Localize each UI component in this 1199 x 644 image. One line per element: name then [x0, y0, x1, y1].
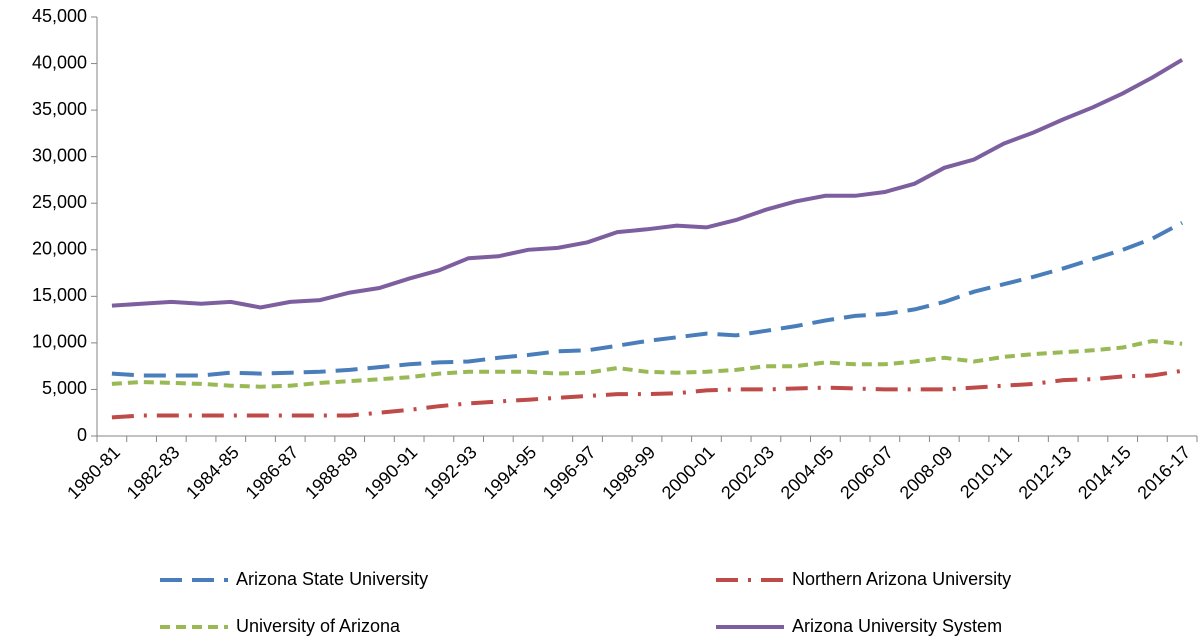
y-tick-label: 40,000	[32, 52, 87, 72]
y-tick-label: 5,000	[42, 378, 87, 398]
y-tick-label: 15,000	[32, 285, 87, 305]
x-tick-label: 2008-09	[896, 442, 957, 503]
x-tick-label: 2004-05	[777, 442, 838, 503]
x-tick-label: 1982-83	[123, 442, 184, 503]
x-tick-label: 2010-11	[956, 442, 1016, 502]
x-tick-label: 1984-85	[182, 442, 243, 503]
x-tick-label: 2012-13	[1015, 442, 1076, 503]
legend-label: Arizona State University	[236, 569, 428, 589]
legend-label: University of Arizona	[236, 616, 401, 636]
x-tick-label: 2000-01	[658, 442, 719, 503]
x-tick-label: 2014-15	[1074, 442, 1135, 503]
y-tick-label: 20,000	[32, 239, 87, 259]
x-tick-label: 1998-99	[598, 442, 659, 503]
y-tick-label: 10,000	[32, 332, 87, 352]
x-tick-label: 2006-07	[836, 442, 897, 503]
x-tick-label: 1980-81	[63, 442, 124, 503]
legend-label: Arizona University System	[792, 616, 1002, 636]
x-tick-label: 1996-97	[539, 442, 600, 503]
series-line	[111, 58, 1184, 310]
x-tick-label: 1990-91	[360, 442, 421, 503]
y-tick-label: 0	[77, 425, 87, 445]
y-tick-label: 30,000	[32, 145, 87, 165]
x-tick-label: 1992-93	[420, 442, 481, 503]
x-tick-label: 1986-87	[242, 442, 303, 503]
series-line	[111, 338, 1183, 389]
y-tick-label: 25,000	[32, 192, 87, 212]
series-line	[111, 221, 1184, 378]
x-tick-label: 1988-89	[301, 442, 362, 503]
y-tick-label: 45,000	[32, 6, 87, 26]
x-tick-label: 2016-17	[1133, 442, 1194, 503]
x-tick-label: 2002-03	[717, 442, 778, 503]
y-tick-label: 35,000	[32, 99, 87, 119]
series-line	[111, 368, 1183, 420]
x-tick-label: 1994-95	[479, 442, 540, 503]
legend-label: Northern Arizona University	[792, 569, 1011, 589]
